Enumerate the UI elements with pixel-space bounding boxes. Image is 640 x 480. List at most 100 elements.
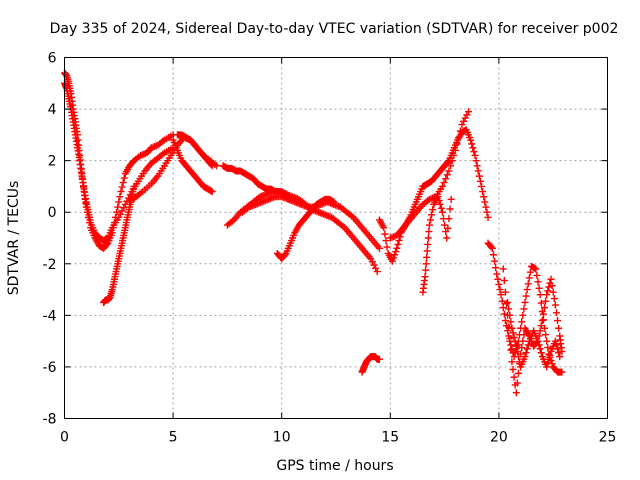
data-point: [444, 224, 452, 232]
data-point: [509, 329, 517, 337]
data-point: [114, 203, 122, 211]
x-tick-label: 20: [490, 430, 508, 446]
data-point: [536, 345, 544, 353]
data-point: [375, 244, 383, 252]
data-point: [510, 373, 518, 381]
data-point: [463, 111, 471, 119]
data-point: [429, 206, 437, 214]
y-tick-label: -6: [43, 360, 57, 376]
data-point: [522, 292, 530, 300]
data-point: [447, 195, 455, 203]
data-point: [512, 389, 520, 397]
data-point: [499, 304, 507, 312]
data-point: [546, 351, 554, 359]
data-point: [548, 282, 556, 290]
data-point: [424, 240, 432, 248]
data-point: [159, 150, 167, 158]
satellite-track-3: [100, 182, 138, 306]
data-point: [339, 222, 347, 230]
data-point: [453, 140, 461, 148]
data-point: [443, 234, 451, 242]
data-point: [422, 266, 430, 274]
data-point: [506, 335, 514, 343]
data-point: [388, 257, 396, 265]
data-point: [558, 368, 566, 376]
data-point: [497, 291, 505, 299]
data-point: [422, 260, 430, 268]
data-point: [480, 193, 488, 201]
y-tick-label: 6: [48, 51, 57, 67]
data-point: [446, 205, 454, 213]
data-point: [558, 347, 566, 355]
data-point: [499, 265, 507, 273]
data-point: [518, 344, 526, 352]
data-point: [519, 337, 527, 345]
data-point: [534, 337, 542, 345]
data-point: [464, 108, 472, 116]
data-point: [228, 217, 236, 225]
data-point: [503, 300, 511, 308]
data-point: [539, 310, 547, 318]
data-point: [536, 327, 544, 335]
data-point: [496, 286, 504, 294]
data-point: [523, 345, 531, 353]
data-point: [506, 311, 514, 319]
data-point: [438, 208, 446, 216]
data-point: [504, 327, 512, 335]
satellite-track-8: [223, 188, 381, 276]
chart-title: Day 335 of 2024, Sidereal Day-to-day VTE…: [50, 21, 619, 37]
data-point: [521, 298, 529, 306]
grid-lines: [64, 57, 608, 419]
y-tick-label: 4: [48, 102, 57, 118]
data-point: [370, 261, 378, 269]
data-point: [390, 254, 398, 262]
data-point: [513, 347, 521, 355]
data-point: [428, 211, 436, 219]
data-point: [394, 240, 402, 248]
data-point: [554, 317, 562, 325]
data-point: [444, 158, 452, 166]
data-point: [544, 359, 552, 367]
data-point: [445, 215, 453, 223]
data-point: [375, 355, 383, 363]
data-point: [330, 198, 338, 206]
data-point: [367, 255, 375, 263]
data-point: [537, 322, 545, 330]
x-tick-label: 5: [169, 430, 178, 446]
data-point: [505, 323, 513, 331]
data-point: [543, 291, 551, 299]
data-point: [513, 379, 521, 387]
data-point: [348, 212, 356, 220]
data-point: [541, 304, 549, 312]
data-point: [436, 200, 444, 208]
data-point: [450, 151, 458, 159]
x-tick-label: 10: [273, 430, 291, 446]
satellite-track-13: [386, 108, 472, 242]
data-point: [460, 117, 468, 125]
data-point: [494, 275, 502, 283]
data-point: [519, 311, 527, 319]
data-point: [510, 333, 518, 341]
data-point: [537, 299, 545, 307]
data-point: [505, 305, 513, 313]
y-tick-label: -4: [43, 308, 57, 324]
data-point: [535, 341, 543, 349]
data-point: [115, 198, 123, 206]
data-point: [118, 183, 126, 191]
data-point: [537, 349, 545, 357]
satellite-track-15: [484, 239, 566, 376]
data-point: [373, 268, 381, 276]
data-point: [393, 244, 401, 252]
data-point: [372, 264, 380, 272]
plot-frame: [64, 57, 608, 419]
data-point: [443, 171, 451, 179]
data-point: [468, 140, 476, 148]
satellite-track-5: [169, 136, 216, 196]
data-point: [381, 230, 389, 238]
data-point: [475, 172, 483, 180]
data-point: [447, 162, 455, 170]
data-point: [509, 366, 517, 374]
satellite-track-2: [61, 79, 177, 245]
data-point: [476, 177, 484, 185]
data-point: [208, 162, 216, 170]
